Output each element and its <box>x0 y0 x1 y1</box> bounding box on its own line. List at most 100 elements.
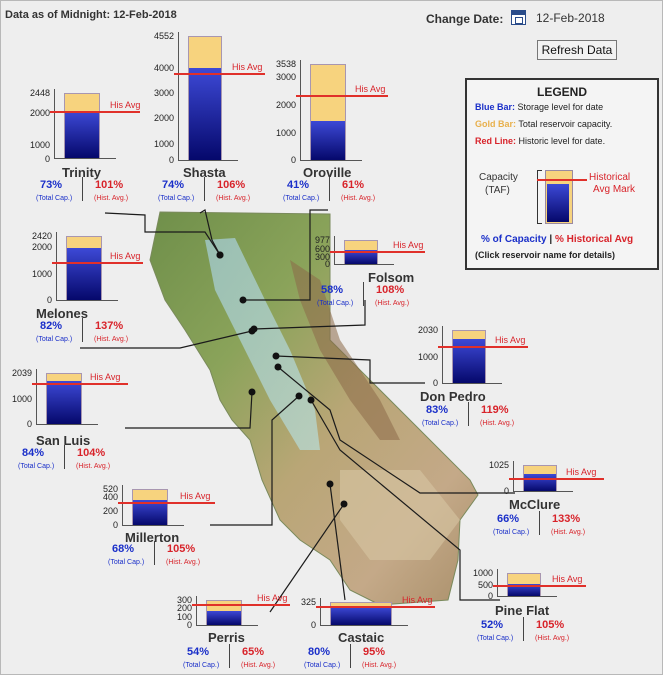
mcclure-location-dot <box>274 363 282 371</box>
oroville-y-axis <box>300 60 301 160</box>
legend-pct-hist: % Historical Avg <box>554 234 634 245</box>
castaic-tick-label: 0 <box>310 620 316 630</box>
trinity-hist-avg-line <box>50 111 140 113</box>
don-pedro-pct-capacity: 83% <box>426 404 449 416</box>
pine-flat-his-avg-label: His Avg <box>552 574 583 584</box>
castaic-tick-label: 325 <box>300 597 316 607</box>
millerton-location-dot <box>295 392 303 400</box>
shasta-name-link[interactable]: Shasta <box>183 165 226 180</box>
mcclure-pct-separator <box>539 511 540 535</box>
perris-total-cap-label: (Total Cap.) <box>183 662 220 669</box>
shasta-tick-label: 0 <box>168 155 174 165</box>
trinity-pct-capacity: 73% <box>40 179 63 191</box>
melones-pct-hist: 137% <box>95 320 124 332</box>
perris-his-avg-label: His Avg <box>257 593 288 603</box>
san-luis-total-cap-label: (Total Cap.) <box>18 463 55 470</box>
shasta-leader-line <box>199 209 221 256</box>
melones-tick-label: 1000 <box>31 269 52 279</box>
melones-name-link[interactable]: Melones <box>36 306 89 321</box>
don-pedro-pct-hist: 119% <box>481 404 509 416</box>
san-luis-pct-separator <box>64 445 65 469</box>
date-value: 12-Feb-2018 <box>536 11 605 25</box>
legend-title: LEGEND <box>536 85 587 99</box>
san-luis-pct-hist: 104% <box>77 447 106 459</box>
pine-flat-leader-line <box>310 399 500 601</box>
oroville-leader-line <box>243 209 328 301</box>
central-valley <box>205 238 320 450</box>
mcclure-leader-line <box>277 366 515 494</box>
mcclure-storage-bar <box>524 474 556 491</box>
pine-flat-x-axis <box>497 596 557 597</box>
shasta-pct-separator <box>204 177 205 201</box>
refresh-data-button[interactable]: Refresh Data <box>537 40 617 60</box>
folsom-hist-avg-line <box>330 251 425 253</box>
melones-total-cap-label: (Total Cap.) <box>36 336 73 343</box>
legend-historical-label: Historical <box>589 172 631 183</box>
millerton-total-cap-label: (Total Cap.) <box>108 559 145 566</box>
oroville-his-avg-label: His Avg <box>355 84 386 94</box>
trinity-his-avg-label: His Avg <box>110 100 141 110</box>
san-luis-tick-label: 1000 <box>11 394 32 404</box>
oroville-name-link[interactable]: Oroville <box>303 165 352 180</box>
mcclure-pct-hist: 133% <box>552 513 581 525</box>
perris-pct-separator <box>229 644 230 668</box>
pine-flat-name-link[interactable]: Pine Flat <box>495 603 550 618</box>
trinity-total-cap-label: (Total Cap.) <box>36 195 73 202</box>
millerton-name-link[interactable]: Millerton <box>125 530 180 545</box>
castaic-hist-avg-line <box>316 606 435 608</box>
shasta-y-axis <box>178 32 179 160</box>
don-pedro-leader-line <box>275 355 425 384</box>
oroville-storage-bar <box>311 121 345 160</box>
folsom-pct-separator <box>363 282 364 306</box>
folsom-tick-label: 0 <box>324 259 330 269</box>
millerton-his-avg-label: His Avg <box>180 491 211 501</box>
melones-tick-label: 0 <box>46 295 52 305</box>
perris-name-link[interactable]: Perris <box>208 630 245 645</box>
oroville-x-axis <box>300 160 362 161</box>
millerton-tick-label: 0 <box>112 520 118 530</box>
san-luis-tick-label: 0 <box>26 419 32 429</box>
shasta-his-avg-label: His Avg <box>232 62 263 72</box>
castaic-total-cap-label: (Total Cap.) <box>304 662 341 669</box>
perris-pct-hist: 65% <box>242 646 265 658</box>
legend-pct-capacity: % of Capacity <box>481 234 547 245</box>
legend-click-note: (Click reservoir name for details) <box>475 250 616 260</box>
don-pedro-name-link[interactable]: Don Pedro <box>420 389 486 404</box>
melones-x-axis <box>56 300 118 301</box>
san-luis-tick-label: 2039 <box>11 368 32 378</box>
millerton-y-axis <box>122 485 123 525</box>
shasta-tick-label: 2000 <box>153 113 174 123</box>
legend-sep: | <box>549 234 553 245</box>
calendar-icon[interactable] <box>511 10 526 25</box>
millerton-storage-bar <box>133 500 167 525</box>
san-luis-storage-bar <box>47 381 81 424</box>
shasta-total-cap-label: (Total Cap.) <box>158 195 195 202</box>
castaic-storage-bar <box>331 607 391 625</box>
castaic-pct-capacity: 80% <box>308 646 331 658</box>
perris-tick-label: 300 <box>176 595 192 605</box>
folsom-name-link[interactable]: Folsom <box>368 270 415 285</box>
melones-his-avg-label: His Avg <box>110 251 141 261</box>
folsom-tick-label: 300 <box>314 252 330 262</box>
folsom-leader-line <box>253 300 366 330</box>
mcclure-name-link[interactable]: McClure <box>509 497 561 512</box>
don-pedro-pct-separator <box>468 402 469 426</box>
castaic-name-link[interactable]: Castaic <box>338 630 385 645</box>
pine-flat-total-cap-label: (Total Cap.) <box>477 635 514 642</box>
melones-tick-label: 2000 <box>31 242 52 252</box>
shasta-tick-label: 4000 <box>153 63 174 73</box>
don-pedro-x-axis <box>442 383 502 384</box>
melones-pct-separator <box>82 318 83 342</box>
leader-lines <box>80 209 515 613</box>
perris-tick-label: 0 <box>186 620 192 630</box>
data-as-of-label: Data as of Midnight: 12-Feb-2018 <box>5 9 177 21</box>
san-luis-name-link[interactable]: San Luis <box>36 433 91 448</box>
perris-y-axis <box>196 596 197 625</box>
mcclure-x-axis <box>513 491 573 492</box>
oroville-pct-capacity: 41% <box>287 179 310 191</box>
don-pedro-total-cap-label: (Total Cap.) <box>422 420 459 427</box>
millerton-tick-label: 200 <box>102 506 118 516</box>
trinity-name-link[interactable]: Trinity <box>62 165 102 180</box>
legend-capacity-label: Capacity <box>479 172 518 183</box>
shasta-location-dot <box>216 251 224 259</box>
